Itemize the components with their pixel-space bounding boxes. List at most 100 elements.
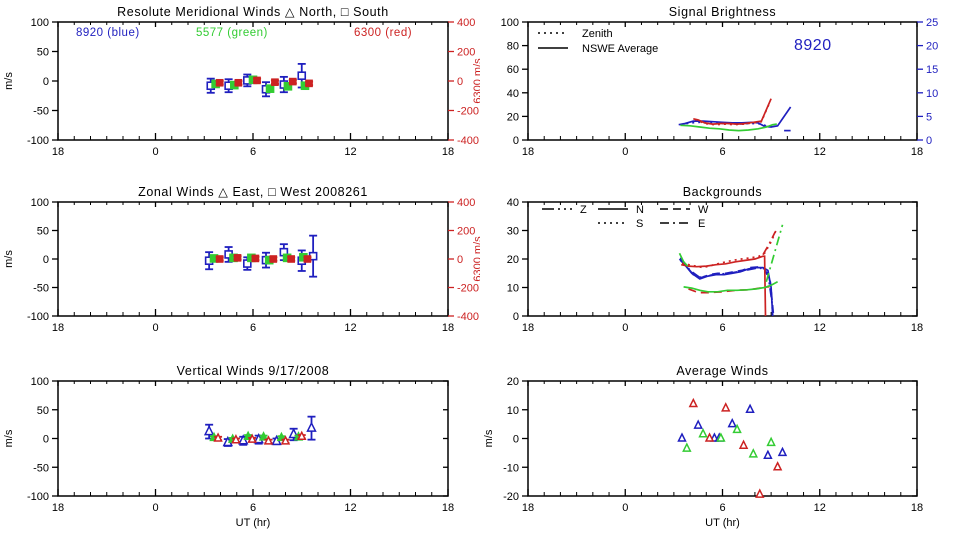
y-tick-label: 0	[43, 434, 49, 446]
y-tick-label: 40	[507, 88, 519, 100]
marker-triangle-open	[677, 432, 687, 442]
marker-triangle-open	[203, 424, 215, 436]
x-tick-label: 0	[622, 502, 628, 514]
right-tick-label: 15	[926, 64, 938, 76]
x-tick-label: 18	[522, 146, 534, 158]
right-axis-label: 6300 m/s	[472, 236, 480, 282]
line-series	[678, 252, 689, 267]
y-tick-label: -100	[27, 311, 49, 323]
x-tick-label: 6	[250, 322, 256, 334]
x-tick-label: 12	[814, 502, 826, 514]
marker-square-filled	[271, 78, 279, 86]
x-tick-label: 18	[911, 146, 923, 158]
x-tick-label: 6	[250, 502, 256, 514]
chart-meridional-winds: Resolute Meridional Winds △ North, □ Sou…	[3, 5, 484, 158]
x-tick-label: 0	[152, 146, 158, 158]
marker-triangle-open	[693, 419, 703, 429]
y-tick-label: 50	[37, 226, 49, 238]
x-tick-label: 18	[52, 322, 64, 334]
chart-annotation: 8920 (blue)	[76, 27, 140, 39]
marker-triangle-open	[721, 402, 731, 412]
line-series	[680, 123, 777, 132]
y-tick-label: 100	[31, 17, 49, 29]
x-tick-label: 12	[344, 502, 356, 514]
marker-triangle-open	[231, 434, 241, 444]
marker-triangle-open	[748, 448, 759, 458]
marker-square-filled	[269, 255, 278, 263]
marker-square-filled	[215, 255, 224, 263]
right-tick-label: 20	[926, 41, 938, 53]
marker-triangle-open	[772, 461, 783, 471]
x-tick-label: 6	[719, 146, 725, 158]
y-tick-label: 100	[501, 17, 519, 29]
y-tick-label: 50	[37, 47, 49, 59]
y-tick-label: 0	[43, 76, 49, 88]
marker-square-filled	[283, 82, 293, 91]
y-tick-label: 100	[31, 197, 49, 209]
y-tick-label: -100	[27, 491, 49, 503]
x-tick-label: 12	[344, 146, 356, 158]
y-tick-label: 0	[513, 311, 519, 323]
chart-annotation: 6300 (red)	[354, 27, 412, 39]
y-axis-label: m/s	[3, 429, 15, 447]
x-tick-label: 0	[622, 322, 628, 334]
y-tick-label: 80	[507, 41, 519, 53]
y-tick-label: -20	[503, 491, 519, 503]
legend-label: Zenith	[582, 28, 613, 40]
y-tick-label: 100	[31, 376, 49, 388]
marker-triangle-open	[745, 403, 755, 413]
x-tick-label: 12	[814, 146, 826, 158]
y-tick-label: 20	[507, 376, 519, 388]
line-series	[693, 98, 772, 125]
legend-label: Z	[580, 204, 587, 216]
y-tick-label: 20	[507, 111, 519, 123]
marker-square-open	[297, 71, 307, 80]
marker-triangle-open	[777, 446, 788, 457]
y-axis-label: m/s	[3, 72, 15, 90]
right-axis-label: 6300 m/s	[472, 58, 480, 104]
marker-square-filled	[234, 78, 243, 87]
marker-square-filled	[265, 84, 275, 93]
chart-cell-backgrounds: Backgrounds 18 0 6 12 18 0 10 20 30 40 Z N W S E	[480, 180, 960, 360]
y-tick-label: 50	[37, 405, 49, 417]
line-series	[679, 257, 774, 317]
right-tick-label: 400	[457, 197, 475, 209]
right-tick-label: 10	[926, 88, 938, 100]
y-tick-label: 40	[507, 197, 519, 209]
right-tick-label: 0	[926, 135, 932, 147]
x-axis-label: UT (hr)	[236, 517, 271, 529]
legend-label: N	[636, 204, 644, 216]
right-tick-label: -400	[457, 311, 479, 323]
marker-triangle-open	[306, 421, 317, 432]
marker-triangle-open	[247, 433, 257, 443]
right-tick-label: 5	[926, 111, 932, 123]
marker-triangle-open	[716, 432, 726, 442]
legend-label: W	[698, 204, 709, 216]
marker-triangle-open	[698, 428, 708, 438]
chart-cell-meridional-winds: Resolute Meridional Winds △ North, □ Sou…	[0, 0, 484, 180]
right-tick-label: -400	[457, 135, 479, 147]
legend-label: S	[636, 218, 643, 230]
right-tick-label: 0	[457, 76, 463, 88]
line-series	[681, 255, 767, 317]
x-tick-label: 18	[522, 502, 534, 514]
marker-triangle-open	[263, 435, 274, 445]
x-tick-label: 18	[442, 322, 454, 334]
y-tick-label: -50	[33, 462, 49, 474]
right-tick-label: -200	[457, 106, 479, 118]
y-axis-label: m/s	[483, 429, 495, 447]
marker-triangle-filled	[258, 431, 269, 441]
marker-triangle-open	[727, 417, 737, 428]
legend-label: E	[698, 218, 705, 230]
y-tick-label: 60	[507, 64, 519, 76]
right-tick-label: 200	[457, 47, 475, 59]
line-series	[694, 100, 772, 126]
marker-square-filled	[251, 254, 260, 263]
x-tick-label: 18	[522, 322, 534, 334]
marker-triangle-open	[732, 423, 742, 434]
